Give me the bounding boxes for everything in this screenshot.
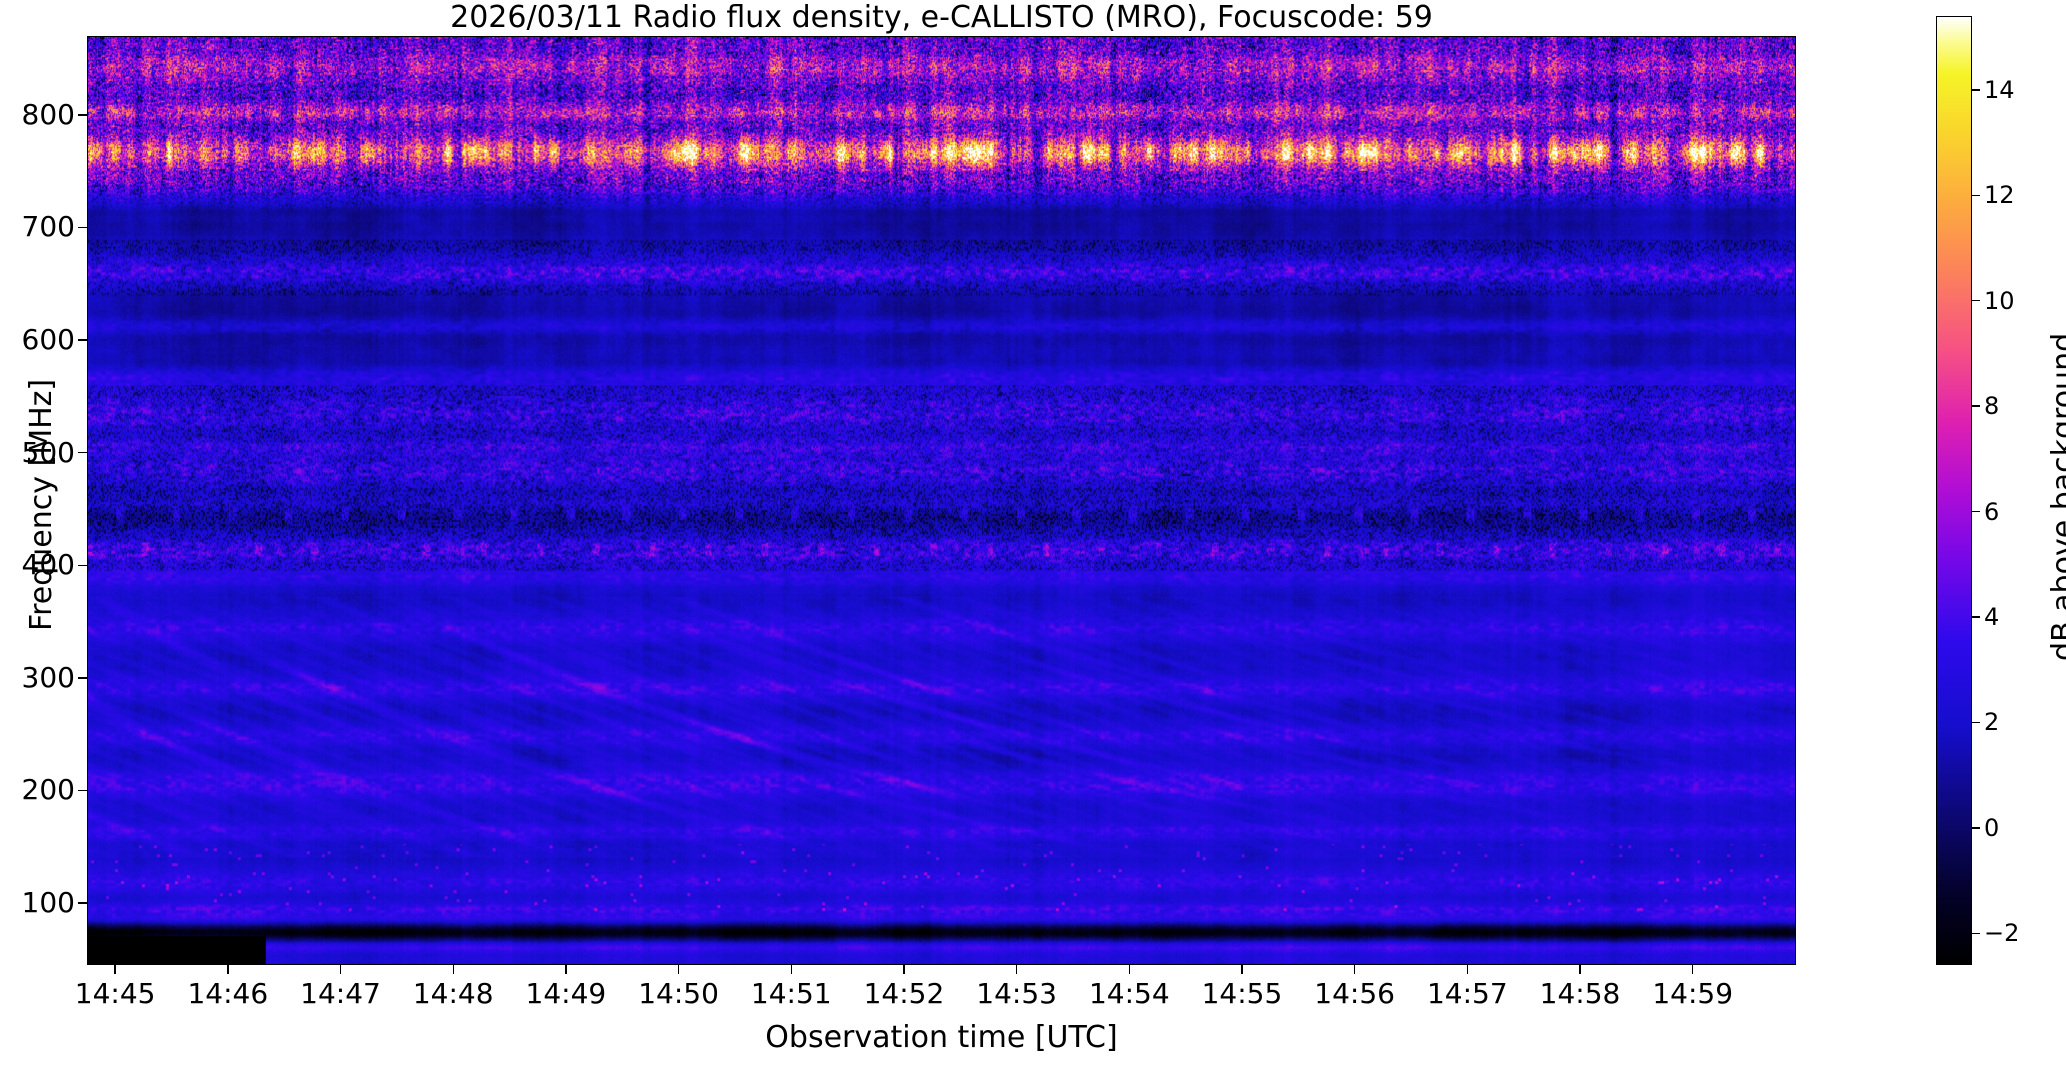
x-tick-label: 14:50	[638, 977, 719, 1010]
x-tick-label: 14:55	[1201, 977, 1283, 1010]
y-tick-mark	[78, 677, 87, 679]
colorbar-tick-label: 2	[1984, 708, 2000, 737]
x-tick-mark	[1466, 965, 1469, 974]
colorbar-tick-mark	[1972, 827, 1980, 829]
y-tick-label: 200	[21, 773, 75, 807]
y-tick-mark	[78, 902, 87, 904]
y-tick-label: 800	[21, 97, 75, 131]
x-tick-mark	[1579, 965, 1581, 974]
y-tick-mark	[78, 114, 87, 116]
colorbar-tick-label: 14	[1984, 75, 2015, 104]
x-tick-label: 14:54	[1088, 977, 1170, 1010]
colorbar-tick-label: 6	[1984, 497, 2000, 526]
x-axis-label: Observation time [UTC]	[765, 1020, 1118, 1055]
x-tick-label: 14:52	[863, 977, 945, 1010]
y-tick-mark	[78, 789, 87, 792]
y-tick-label: 100	[21, 886, 75, 920]
x-tick-label: 14:53	[976, 977, 1057, 1010]
y-tick-label: 700	[21, 210, 75, 244]
colorbar-tick-label: −2	[1984, 919, 2020, 948]
colorbar-gradient	[1937, 17, 1971, 964]
colorbar-tick-label: 4	[1984, 603, 2000, 632]
colorbar-tick-label: 0	[1984, 813, 2000, 842]
y-tick-label: 400	[21, 548, 75, 582]
y-tick-mark	[78, 226, 87, 229]
y-tick-label: 500	[21, 435, 75, 469]
x-tick-mark	[1692, 965, 1694, 974]
y-tick-mark	[78, 564, 87, 566]
y-axis-label: Frequency [MHz]	[24, 378, 59, 631]
page-title: 2026/03/11 Radio flux density, e-CALLIST…	[450, 0, 1433, 35]
x-tick-label: 14:47	[300, 977, 381, 1010]
y-tick-mark	[78, 339, 87, 341]
y-tick-mark	[78, 451, 87, 454]
x-tick-mark	[565, 965, 567, 974]
colorbar-tick-label: 10	[1984, 286, 2015, 315]
x-tick-mark	[790, 965, 792, 974]
x-tick-mark	[1015, 965, 1018, 974]
colorbar-tick-mark	[1972, 405, 1980, 407]
colorbar	[1936, 16, 1972, 965]
y-tick-label: 300	[21, 660, 75, 694]
x-tick-label: 14:57	[1426, 977, 1508, 1010]
colorbar-tick-mark	[1972, 932, 1980, 935]
spectrogram-image	[88, 37, 1795, 964]
colorbar-tick-mark	[1972, 89, 1980, 91]
x-tick-label: 14:58	[1539, 977, 1621, 1010]
x-tick-mark	[1128, 965, 1130, 974]
y-tick-label: 600	[21, 323, 75, 357]
spectrogram-axes	[87, 36, 1796, 965]
x-tick-mark	[1241, 965, 1243, 974]
colorbar-tick-mark	[1972, 300, 1980, 302]
x-tick-mark	[677, 965, 680, 974]
x-tick-mark	[452, 965, 454, 974]
colorbar-tick-mark	[1972, 194, 1980, 196]
x-tick-label: 14:51	[750, 977, 832, 1010]
x-tick-mark	[903, 965, 905, 974]
colorbar-tick-mark	[1972, 721, 1980, 724]
x-tick-mark	[114, 965, 116, 974]
x-tick-mark	[339, 965, 342, 974]
colorbar-tick-label: 8	[1984, 392, 2000, 421]
x-tick-label: 14:46	[187, 977, 269, 1010]
colorbar-label: dB above background	[2046, 332, 2066, 661]
colorbar-tick-label: 12	[1984, 181, 2015, 210]
x-tick-label: 14:59	[1652, 977, 1734, 1010]
x-tick-label: 14:56	[1314, 977, 1395, 1010]
colorbar-tick-mark	[1972, 616, 1980, 618]
x-tick-mark	[1353, 965, 1356, 974]
colorbar-tick-mark	[1972, 510, 1980, 513]
x-tick-label: 14:49	[525, 977, 607, 1010]
x-tick-mark	[227, 965, 229, 974]
x-tick-label: 14:45	[74, 977, 156, 1010]
x-tick-label: 14:48	[412, 977, 494, 1010]
